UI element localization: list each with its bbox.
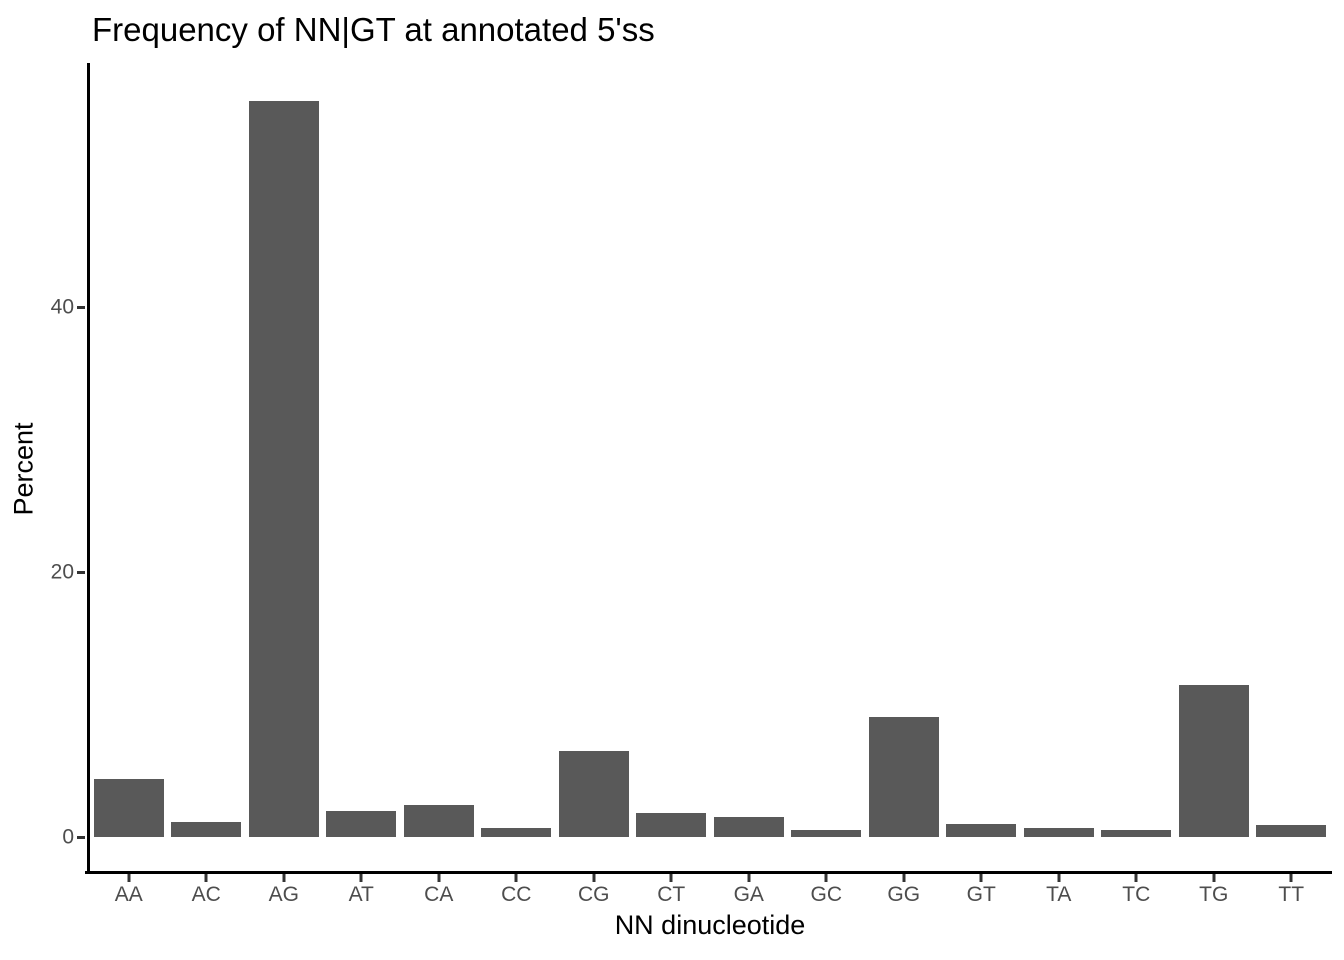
bar-slot-CA <box>400 65 478 837</box>
y-tick-40 <box>77 305 85 309</box>
bar-slot-GA <box>710 65 788 837</box>
x-tick-label-GA: GA <box>733 883 764 906</box>
x-tick-GG <box>902 874 906 882</box>
x-tick-TT <box>1289 874 1293 882</box>
bar-GG <box>868 716 939 837</box>
x-tick-GC <box>824 874 828 882</box>
bar-slot-TC <box>1098 65 1176 837</box>
x-tick-GA <box>747 874 751 882</box>
x-tick-label-AC: AC <box>191 883 221 906</box>
x-axis-line <box>85 871 1332 874</box>
bar-slot-GC <box>788 65 866 837</box>
bar-slot-GT <box>943 65 1021 837</box>
bar-slot-AA <box>90 65 168 837</box>
x-tick-label-GC: GC <box>810 883 843 906</box>
x-axis-title: NN dinucleotide <box>614 910 806 940</box>
bar-TA <box>1023 827 1094 837</box>
chart-title: Frequency of NN|GT at annotated 5'ss <box>92 11 655 48</box>
bar-CT <box>636 813 707 837</box>
bar-slot-GG <box>865 65 943 837</box>
bar-AA <box>93 778 164 837</box>
x-tick-label-CG: CG <box>578 883 610 906</box>
x-tick-GT <box>979 874 983 882</box>
bar-TT <box>1256 825 1327 837</box>
x-tick-label-CA: CA <box>424 883 454 906</box>
x-tick-label-AG: AG <box>268 883 299 906</box>
bar-AG <box>248 100 319 837</box>
x-axis-ticks <box>90 874 1330 882</box>
bar-slot-TA <box>1020 65 1098 837</box>
bar-GA <box>713 817 784 837</box>
bar-TG <box>1178 684 1249 837</box>
bar-CC <box>481 827 552 837</box>
bar-AT <box>326 810 397 837</box>
x-tick-label-TA: TA <box>1046 883 1072 906</box>
x-tick-AC <box>204 874 208 882</box>
bar-slot-AT <box>323 65 401 837</box>
y-tick-label-20: 20 <box>50 560 74 584</box>
x-tick-label-AT: AT <box>348 883 374 906</box>
x-tick-CT <box>669 874 673 882</box>
bar-AC <box>171 822 242 837</box>
plot-area <box>90 65 1330 837</box>
x-tick-CC <box>514 874 518 882</box>
x-tick-AT <box>359 874 363 882</box>
bar-CG <box>558 750 629 837</box>
y-axis-title: Percent <box>8 422 39 516</box>
x-tick-label-GT: GT <box>966 883 996 906</box>
x-tick-label-CT: CT <box>657 883 686 906</box>
bar-GT <box>946 823 1017 837</box>
y-tick-label-40: 40 <box>50 295 74 319</box>
x-tick-AA <box>127 874 131 882</box>
x-tick-TG <box>1212 874 1216 882</box>
y-tick-label-0: 0 <box>62 825 74 849</box>
bar-slot-TT <box>1253 65 1331 837</box>
y-tick-20 <box>77 570 85 574</box>
bar-TC <box>1101 830 1172 837</box>
x-tick-TA <box>1057 874 1061 882</box>
bar-slot-CT <box>633 65 711 837</box>
y-tick-0 <box>77 835 85 839</box>
bar-slot-AC <box>168 65 246 837</box>
y-axis-line <box>87 63 90 874</box>
x-tick-CA <box>437 874 441 882</box>
x-tick-label-TC: TC <box>1122 883 1151 906</box>
x-axis-tick-labels: AA AC AG AT CA CC CG CT GA GC GG GT TA TC TG TT <box>90 884 1330 906</box>
x-tick-CG <box>592 874 596 882</box>
x-tick-AG <box>282 874 286 882</box>
bar-slot-AG <box>245 65 323 837</box>
bar-GC <box>791 830 862 837</box>
x-tick-TC <box>1134 874 1138 882</box>
bar-slot-CG <box>555 65 633 837</box>
bar-slot-CC <box>478 65 556 837</box>
x-tick-label-TT: TT <box>1278 883 1305 906</box>
x-tick-label-TG: TG <box>1199 883 1229 906</box>
bar-CA <box>403 805 474 837</box>
x-tick-label-GG: GG <box>887 883 921 906</box>
x-tick-label-CC: CC <box>501 883 532 906</box>
x-tick-label-AA: AA <box>114 883 143 906</box>
bar-slot-TG <box>1175 65 1253 837</box>
